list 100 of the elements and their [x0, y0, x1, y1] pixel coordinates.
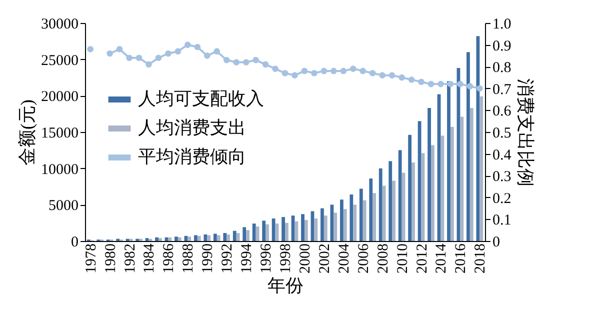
bar	[412, 162, 415, 241]
point	[233, 59, 240, 66]
x-tick-label: 1988	[180, 244, 197, 274]
x-tick-label: 1984	[142, 243, 158, 274]
y-tick-label: 30000	[41, 16, 78, 32]
y-tick-label: 10000	[41, 162, 78, 178]
bar	[207, 235, 211, 241]
bar	[350, 194, 354, 241]
point	[388, 72, 396, 78]
bar	[369, 178, 373, 241]
y-axis-title: 金额(元)	[17, 100, 37, 166]
y2-tick-label: 0.3	[492, 169, 512, 186]
bar	[168, 237, 172, 241]
point	[379, 72, 386, 78]
y-tick-label: 20000	[41, 89, 78, 106]
point	[466, 83, 474, 90]
bar	[216, 235, 220, 241]
bar	[272, 218, 276, 241]
bar	[188, 236, 192, 241]
x-tick-label: 1986	[161, 243, 178, 274]
point	[408, 76, 415, 83]
point	[155, 54, 162, 62]
bar	[266, 224, 269, 241]
point	[311, 70, 318, 76]
bar	[223, 233, 227, 241]
point	[116, 46, 123, 52]
point	[204, 52, 210, 59]
point	[223, 56, 230, 64]
bar	[372, 193, 376, 241]
point	[301, 68, 308, 74]
point	[146, 61, 152, 68]
bar	[460, 116, 464, 241]
point	[438, 80, 444, 88]
bar	[314, 218, 318, 241]
bar	[194, 235, 198, 241]
bar	[450, 126, 454, 241]
bar	[334, 212, 338, 241]
legend-label: 平均消费倾向	[138, 146, 246, 166]
point	[126, 54, 132, 62]
x-tick-label: 1998	[278, 244, 294, 274]
point	[174, 48, 182, 54]
bar	[304, 220, 308, 241]
bar	[480, 96, 484, 241]
bar	[301, 214, 304, 241]
bar	[418, 121, 422, 241]
point	[292, 72, 298, 78]
point	[428, 80, 434, 88]
y-tick-label: 5000	[48, 198, 78, 214]
x-tick-label: 1990	[200, 244, 216, 274]
point	[330, 68, 337, 74]
bar	[447, 81, 450, 241]
point	[369, 70, 376, 76]
bar	[340, 200, 344, 241]
x-tick-label: 1996	[258, 243, 275, 274]
bar	[388, 161, 392, 241]
y2-tick-label: 0.7	[492, 82, 512, 98]
bar	[398, 150, 402, 241]
point	[262, 61, 269, 68]
bar	[408, 134, 412, 241]
point	[87, 46, 94, 52]
y2-axis-title: 消费支出比例	[515, 78, 536, 186]
point	[418, 78, 424, 86]
point	[194, 44, 201, 50]
y-tick-label: 0	[71, 234, 78, 250]
x-tick-label: 1992	[220, 244, 236, 274]
x-tick-label: 1982	[122, 244, 138, 274]
bar	[324, 216, 328, 241]
bar	[242, 227, 246, 241]
bar	[353, 204, 357, 241]
x-tick-label: 2004	[336, 243, 352, 274]
bar	[197, 236, 201, 241]
point	[340, 68, 347, 74]
x-tick-label: 1980	[102, 244, 119, 274]
bar	[294, 221, 298, 241]
point	[360, 68, 366, 74]
y2-tick-label: 1.0	[492, 16, 512, 32]
point	[320, 68, 328, 74]
legend-label: 人均可支配收入	[138, 88, 264, 108]
point	[136, 54, 142, 62]
bar	[428, 108, 431, 241]
point	[476, 85, 483, 92]
y-tick-label: 15000	[41, 126, 78, 142]
point	[457, 80, 464, 88]
point	[350, 66, 356, 72]
point	[106, 50, 113, 57]
bar	[392, 180, 396, 241]
point	[282, 70, 288, 76]
y2-tick-label: 0.1	[492, 212, 512, 229]
point	[447, 80, 454, 88]
x-tick-label: 2018	[472, 244, 489, 274]
point	[184, 42, 191, 48]
y-tick-label: 25000	[41, 52, 78, 69]
bar	[178, 237, 182, 241]
bar	[246, 230, 250, 241]
y2-tick-label: 0.8	[492, 60, 512, 76]
x-tick-label: 2006	[356, 243, 372, 274]
bar	[430, 145, 434, 241]
y2-tick-label: 0.6	[492, 104, 512, 120]
bar	[320, 208, 324, 241]
bar	[470, 108, 474, 241]
